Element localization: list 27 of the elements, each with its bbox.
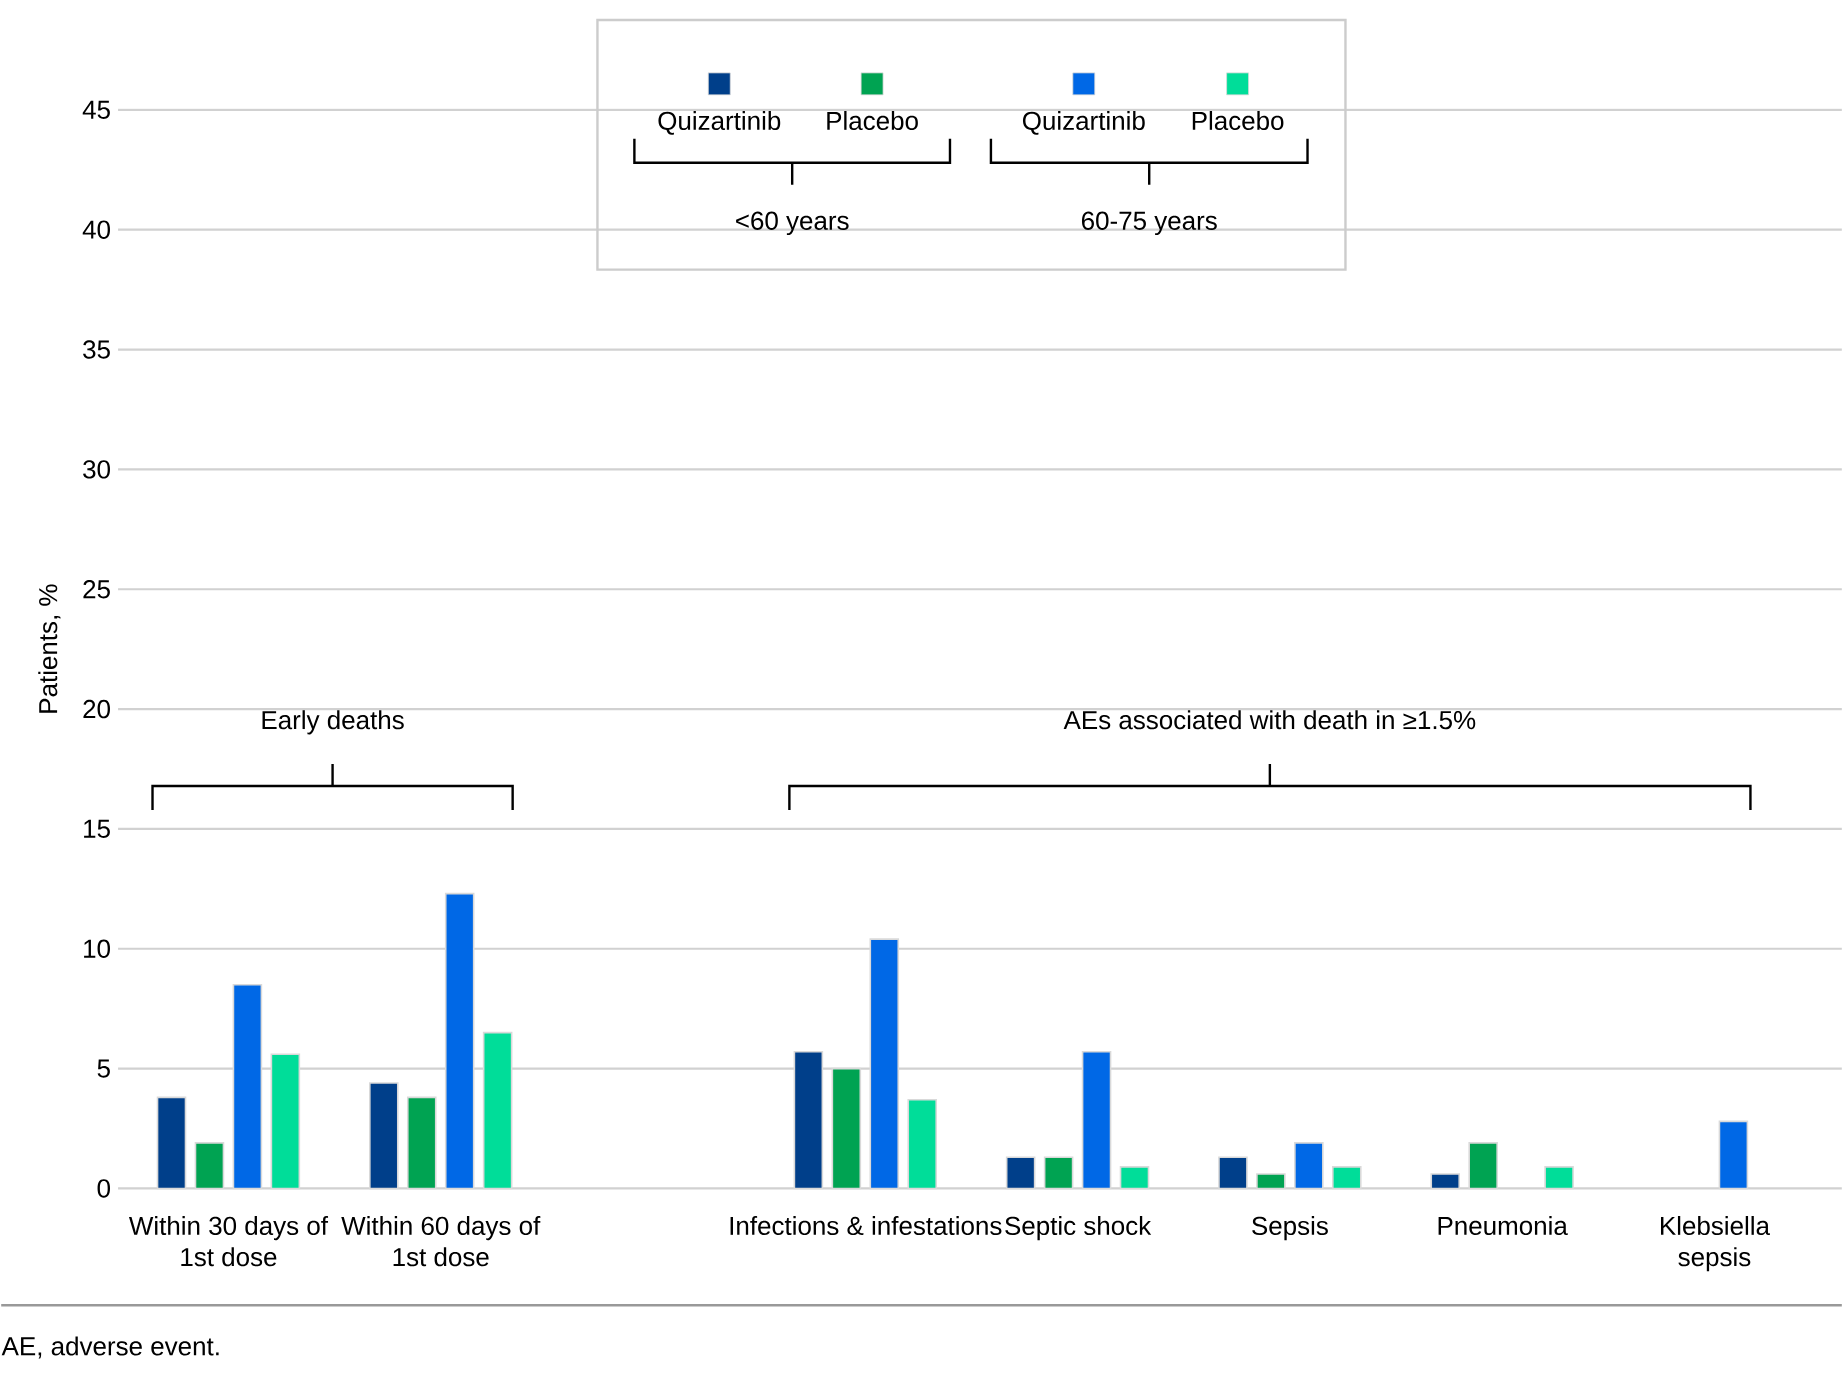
text: AE, adverse event. [1,1336,219,1359]
annotation: AEs associated with death in ≥1.5% [1063,710,1476,730]
legend-label: Placebo [827,110,918,130]
y-tick-label: 25 [83,579,110,599]
legend-label: Placebo [1192,110,1284,130]
y-tick-label: 15 [84,819,110,838]
x-tick-label: Within 60 days of 1st dose [341,1215,541,1267]
annotation: <60 years [736,211,849,235]
x-tick-label: Within 30 days of 1st dose [128,1215,329,1267]
y-tick-label: 0 [97,1179,110,1198]
legend-label: Quizartinib [1022,110,1145,135]
y-tick-label: 30 [83,460,110,479]
y-tick-label: 5 [97,1059,110,1078]
y-tick-label: 35 [83,340,110,359]
x-tick-label: Septic shock [1005,1215,1152,1241]
y-tick-label: 20 [83,699,110,719]
x-tick-label: Infections & infestations [730,1215,1002,1235]
x-tick-label: Sepsis [1252,1215,1328,1241]
y-axis-title: Patients, % [38,584,61,713]
x-tick-label: Klebsiella sepsis [1661,1215,1770,1272]
y-tick-label: 45 [82,100,110,119]
y-tick-label: 10 [84,939,110,958]
legend-label: Quizartinib [658,110,781,135]
y-tick-label: 40 [82,220,110,239]
annotation: Early deaths [262,710,404,735]
annotation: 60-75 years [1081,211,1217,235]
x-tick-label: Pneumonia [1438,1215,1568,1235]
